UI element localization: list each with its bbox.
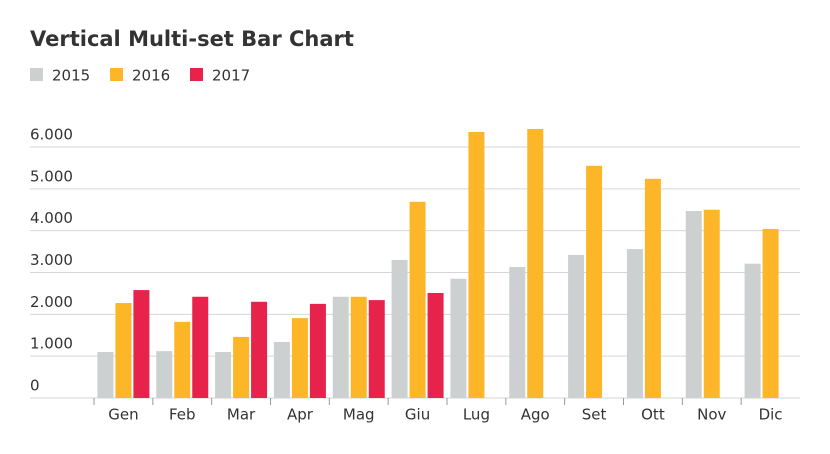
legend-label: 2015 xyxy=(52,67,90,85)
x-tick-label: Feb xyxy=(169,406,196,424)
x-tick-label: Set xyxy=(582,406,607,424)
bar xyxy=(174,321,191,398)
y-tick-label: 6.000 xyxy=(30,126,73,144)
x-tick-label: Dic xyxy=(759,406,783,424)
x-tick-label: Giu xyxy=(405,406,430,424)
chart-title: Vertical Multi-set Bar Chart xyxy=(30,27,354,51)
bar xyxy=(586,165,603,398)
x-tick-label: Ago xyxy=(521,406,550,424)
y-tick-label: 0 xyxy=(30,377,40,395)
bar xyxy=(115,303,132,398)
y-tick-label: 2.000 xyxy=(30,293,73,311)
legend-swatch xyxy=(30,68,43,81)
bar xyxy=(251,301,268,398)
x-tick-label: Apr xyxy=(287,406,314,424)
y-tick-label: 4.000 xyxy=(30,209,73,227)
bar xyxy=(332,296,349,398)
bar xyxy=(450,278,467,398)
bar xyxy=(391,259,408,398)
bar xyxy=(427,292,444,398)
bar xyxy=(97,351,114,398)
x-tick-label: Nov xyxy=(697,406,726,424)
bar xyxy=(626,249,643,398)
x-tick-label: Mar xyxy=(227,406,256,424)
bar xyxy=(350,296,367,398)
bar xyxy=(368,300,385,398)
bar xyxy=(309,303,326,398)
y-tick-label: 1.000 xyxy=(30,335,73,353)
x-tick-label: Mag xyxy=(343,406,375,424)
bar xyxy=(568,254,585,398)
bar xyxy=(744,263,761,398)
bar xyxy=(509,267,526,398)
bar xyxy=(468,131,485,398)
x-tick-label: Gen xyxy=(108,406,138,424)
legend-label: 2016 xyxy=(132,67,170,85)
bar xyxy=(192,296,209,398)
bar xyxy=(215,351,232,398)
bar xyxy=(685,211,702,398)
y-tick-label: 3.000 xyxy=(30,251,73,269)
bar xyxy=(273,341,290,398)
legend-swatch xyxy=(190,68,203,81)
bar xyxy=(156,351,173,398)
legend-label: 2017 xyxy=(212,67,250,85)
bar xyxy=(409,201,426,398)
bar xyxy=(527,129,544,399)
x-tick-label: Ott xyxy=(641,406,665,424)
bar xyxy=(233,336,250,398)
y-tick-label: 5.000 xyxy=(30,167,73,185)
x-tick-label: Lug xyxy=(463,406,490,424)
bar xyxy=(644,178,661,398)
bar xyxy=(762,228,779,398)
bar xyxy=(291,318,308,398)
legend-swatch xyxy=(110,68,123,81)
bar xyxy=(133,290,150,398)
bar xyxy=(703,209,720,398)
